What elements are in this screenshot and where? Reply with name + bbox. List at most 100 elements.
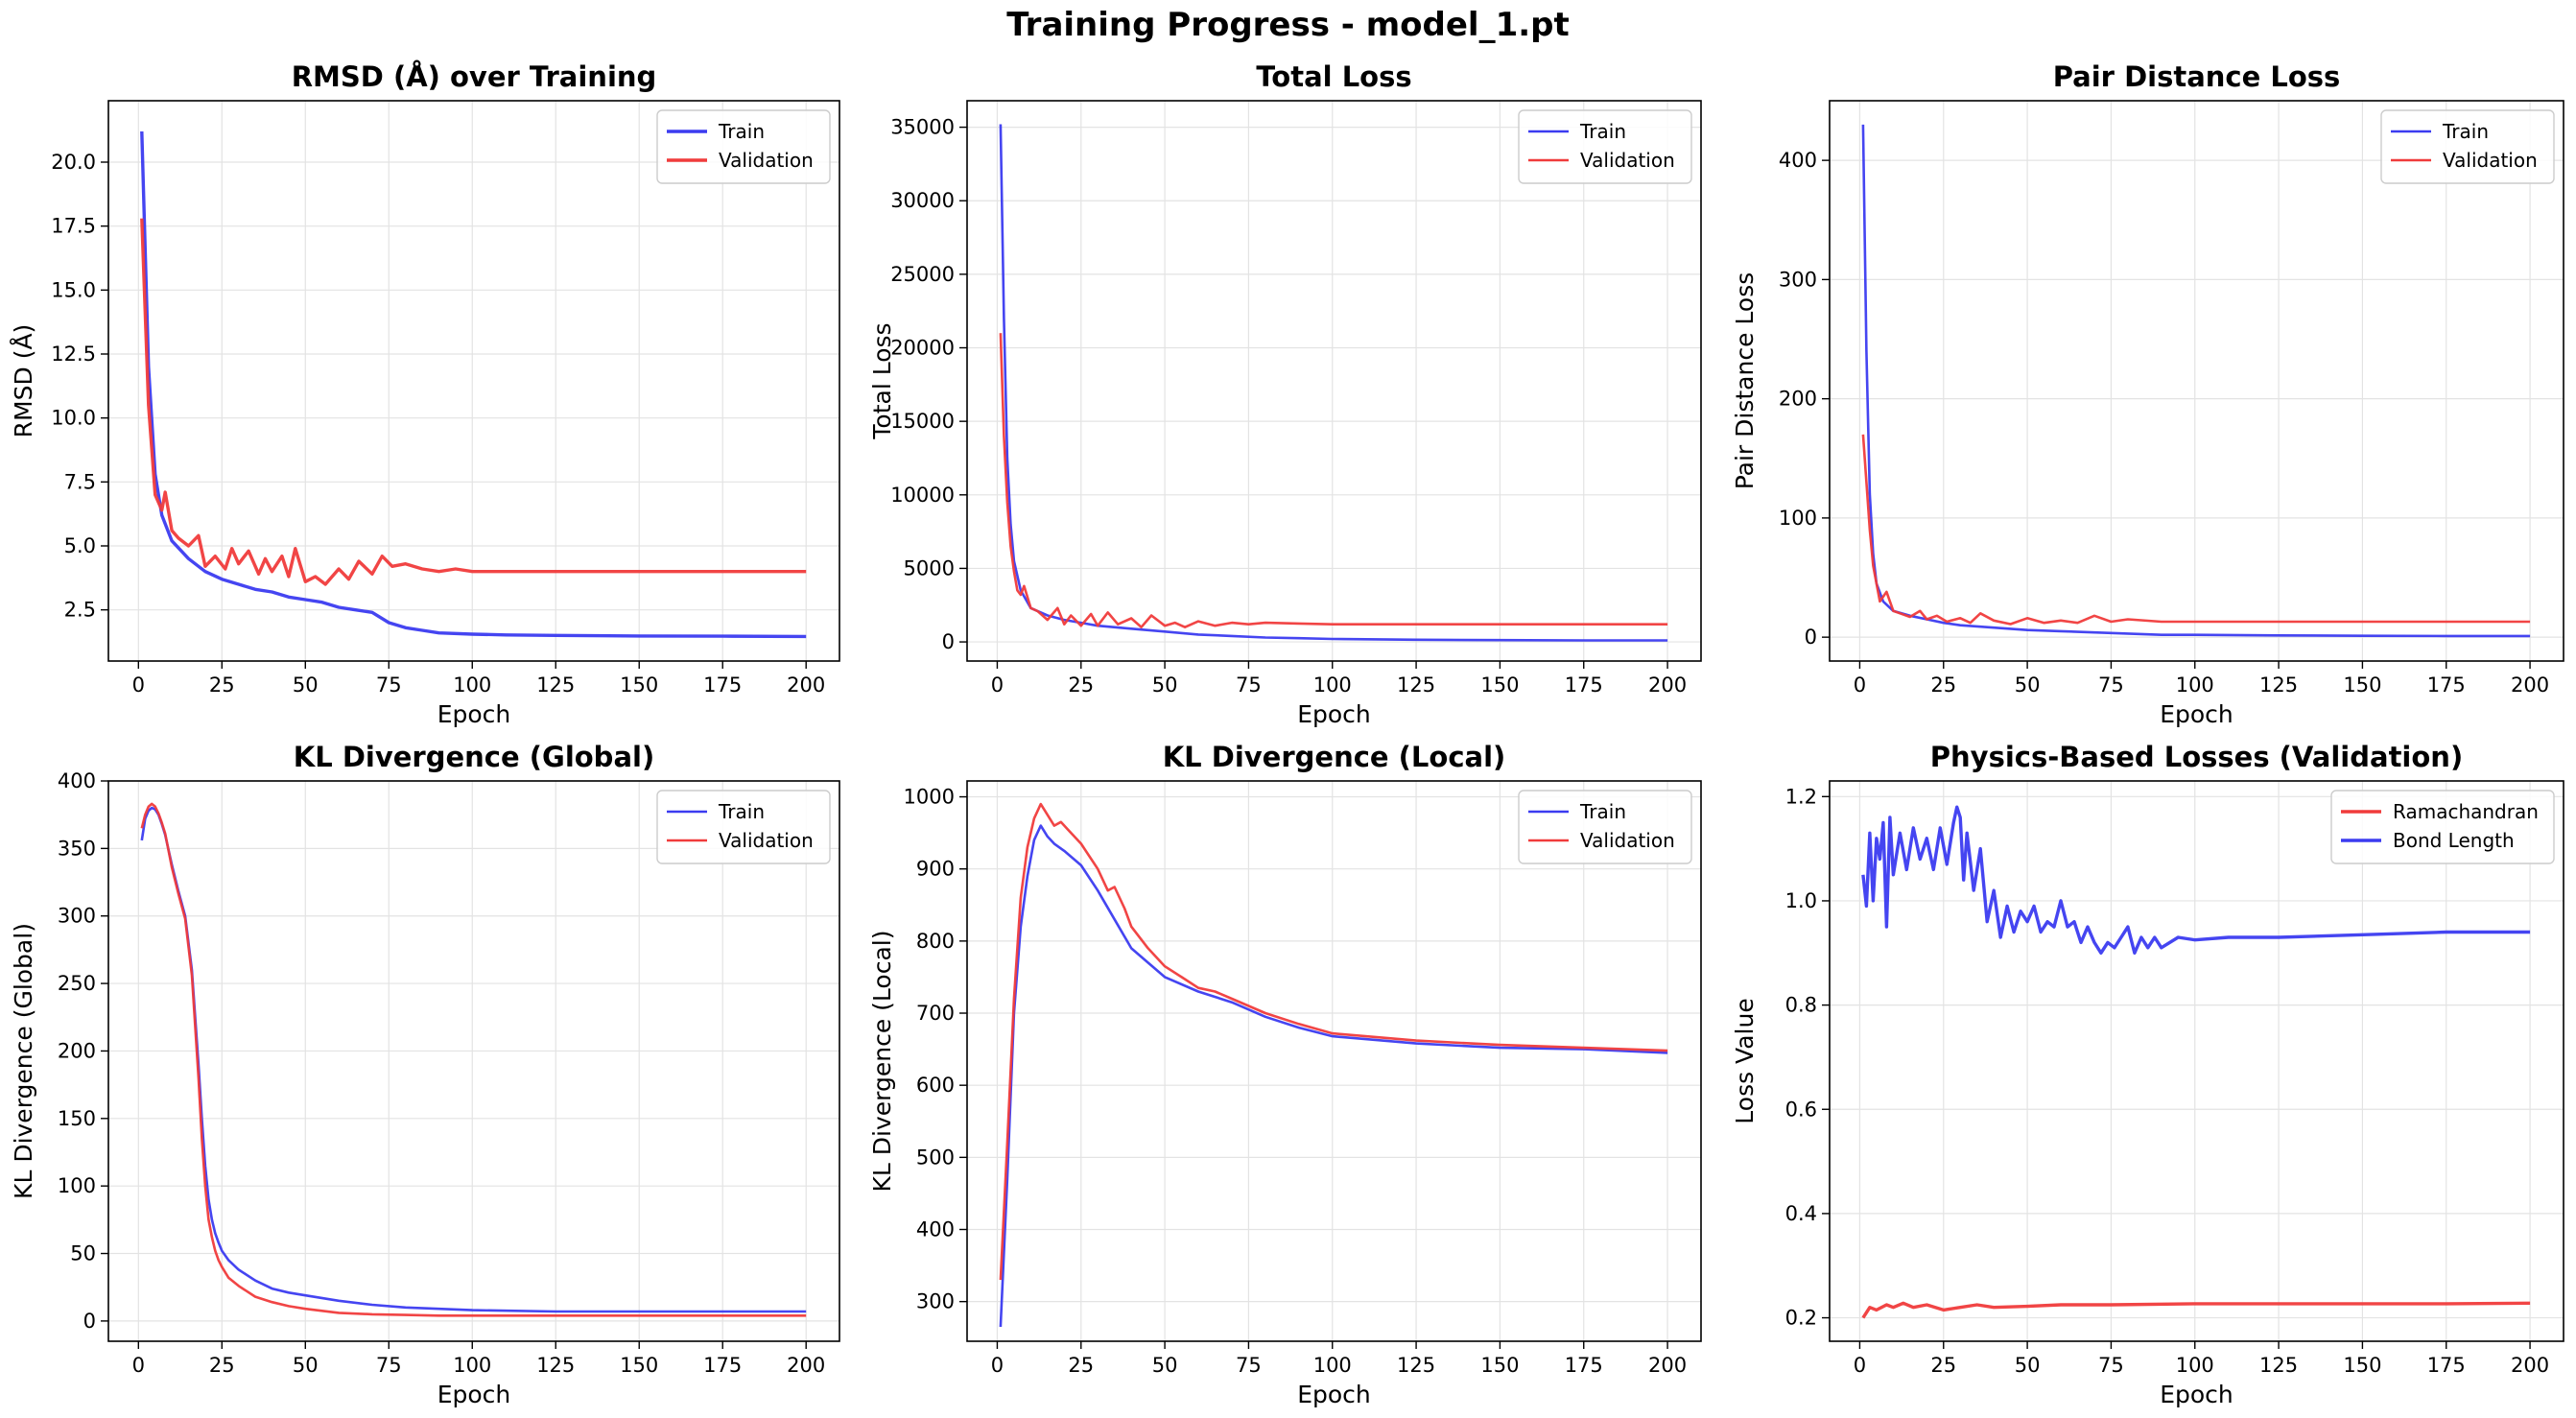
series-line-validation — [999, 333, 1668, 628]
y-tick-label: 2.5 — [64, 599, 96, 622]
y-tick-label: 30000 — [890, 189, 955, 212]
y-tick-label: 400 — [1779, 149, 1817, 172]
legend: Train Validation — [2380, 109, 2555, 184]
x-tick-label: 125 — [536, 1354, 575, 1377]
series-line-train — [140, 806, 807, 1313]
x-axis-label: Epoch — [437, 1381, 511, 1408]
x-tick-label: 125 — [536, 674, 575, 697]
y-tick-label: 150 — [58, 1107, 96, 1130]
series-line-validation — [140, 218, 807, 586]
y-tick-label: 10000 — [890, 484, 955, 507]
chart-panel-5: 0 25 50 75 100 125 150 175 200 300 400 500 600 700 800… — [868, 741, 1702, 1408]
x-tick-label: 0 — [991, 1354, 1004, 1377]
x-tick-label: 175 — [2427, 1354, 2466, 1377]
x-tick-label: 100 — [453, 1354, 491, 1377]
y-tick-label: 0.4 — [1785, 1202, 1817, 1225]
x-tick-label: 0 — [1854, 674, 1866, 697]
figure-title: Training Progress - model_1.pt — [1006, 6, 1570, 44]
legend-label: Ramachandran — [2393, 800, 2539, 823]
y-tick-label: 5000 — [904, 556, 955, 579]
legend-box — [1518, 109, 1692, 184]
chart-panel-1: 0 25 50 75 100 125 150 175 200 2.5 5.0 7.5 10.0 12.5 1… — [10, 60, 840, 728]
y-tick-label: 500 — [916, 1146, 955, 1169]
y-tick-label: 15000 — [890, 410, 955, 433]
x-tick-label: 50 — [1152, 674, 1178, 697]
legend-box — [2380, 109, 2555, 184]
y-tick-label: 0 — [83, 1310, 96, 1333]
series-line-validation — [140, 802, 807, 1317]
x-tick-label: 100 — [453, 674, 491, 697]
series-line-validation — [1861, 434, 2531, 626]
x-tick-label: 50 — [293, 1354, 319, 1377]
y-tick-label: 100 — [1779, 507, 1817, 530]
y-tick-label: 700 — [916, 1002, 955, 1025]
panel-title: KL Divergence (Global) — [294, 741, 654, 773]
plot-frame — [1829, 100, 2564, 662]
x-tick-label: 75 — [376, 674, 402, 697]
y-tick-label: 0 — [1805, 626, 1817, 649]
x-tick-label: 200 — [1648, 1354, 1687, 1377]
x-tick-label: 125 — [1397, 674, 1435, 697]
x-tick-label: 175 — [703, 1354, 742, 1377]
x-tick-label: 150 — [620, 1354, 658, 1377]
x-tick-label: 175 — [2427, 674, 2466, 697]
y-tick-label: 0.6 — [1785, 1098, 1817, 1121]
x-tick-label: 175 — [1565, 1354, 1603, 1377]
legend-label: Train — [718, 800, 765, 823]
y-tick-label: 5.0 — [64, 534, 96, 557]
x-tick-label: 25 — [1068, 1354, 1094, 1377]
series-line-train — [999, 824, 1668, 1328]
y-tick-label: 25000 — [890, 263, 955, 286]
y-tick-label: 250 — [58, 972, 96, 995]
x-tick-label: 75 — [1236, 674, 1262, 697]
x-tick-label: 100 — [1313, 674, 1352, 697]
legend-box — [1518, 790, 1692, 864]
series-line-train — [999, 124, 1668, 642]
panel-title: KL Divergence (Local) — [1163, 741, 1506, 773]
legend-box — [656, 790, 831, 864]
y-tick-label: 400 — [916, 1218, 955, 1241]
y-tick-label: 50 — [70, 1242, 96, 1265]
y-tick-label: 1000 — [904, 786, 955, 809]
y-tick-label: 900 — [916, 858, 955, 881]
x-tick-label: 125 — [2259, 1354, 2298, 1377]
legend-label: Bond Length — [2393, 829, 2515, 852]
chart-panel-4: 0 25 50 75 100 125 150 175 200 0 50 100 150 200 250 300… — [10, 741, 840, 1408]
x-tick-label: 75 — [1236, 1354, 1262, 1377]
legend-label: Train — [1579, 120, 1626, 143]
y-tick-label: 200 — [58, 1039, 96, 1062]
y-axis-label: KL Divergence (Global) — [10, 923, 37, 1199]
legend: Ramachandran Bond Length — [2330, 790, 2555, 864]
y-tick-label: 20.0 — [51, 151, 96, 174]
y-tick-label: 0.8 — [1785, 994, 1817, 1017]
plot-frame — [966, 780, 1702, 1342]
x-tick-label: 150 — [1480, 1354, 1519, 1377]
x-tick-label: 200 — [787, 674, 825, 697]
x-tick-label: 75 — [2098, 674, 2124, 697]
x-tick-label: 150 — [2343, 674, 2381, 697]
y-tick-label: 10.0 — [51, 407, 96, 430]
y-tick-label: 17.5 — [51, 215, 96, 238]
legend-label: Train — [718, 120, 765, 143]
legend: Train Validation — [656, 109, 831, 184]
y-tick-label: 100 — [58, 1174, 96, 1197]
series-line-validation — [999, 802, 1668, 1281]
x-tick-label: 50 — [2015, 674, 2041, 697]
chart-panel-6: 0 25 50 75 100 125 150 175 200 0.2 0.4 0.6 0.8 1.0 1.2… — [1731, 741, 2564, 1408]
y-tick-label: 300 — [1779, 268, 1817, 291]
x-tick-label: 50 — [2015, 1354, 2041, 1377]
panel-title: Total Loss — [1256, 60, 1411, 93]
y-tick-label: 400 — [58, 769, 96, 792]
x-tick-label: 200 — [2511, 674, 2549, 697]
x-tick-label: 150 — [2343, 1354, 2381, 1377]
x-tick-label: 0 — [132, 1354, 145, 1377]
x-axis-label: Epoch — [2160, 700, 2233, 728]
y-tick-label: 300 — [916, 1290, 955, 1313]
y-tick-label: 0.2 — [1785, 1307, 1817, 1330]
x-tick-label: 125 — [1397, 1354, 1435, 1377]
x-tick-label: 25 — [1930, 674, 1956, 697]
series-line-train — [1861, 124, 2531, 638]
y-tick-label: 15.0 — [51, 278, 96, 301]
x-tick-label: 75 — [2098, 1354, 2124, 1377]
legend: Train Validation — [656, 790, 831, 864]
